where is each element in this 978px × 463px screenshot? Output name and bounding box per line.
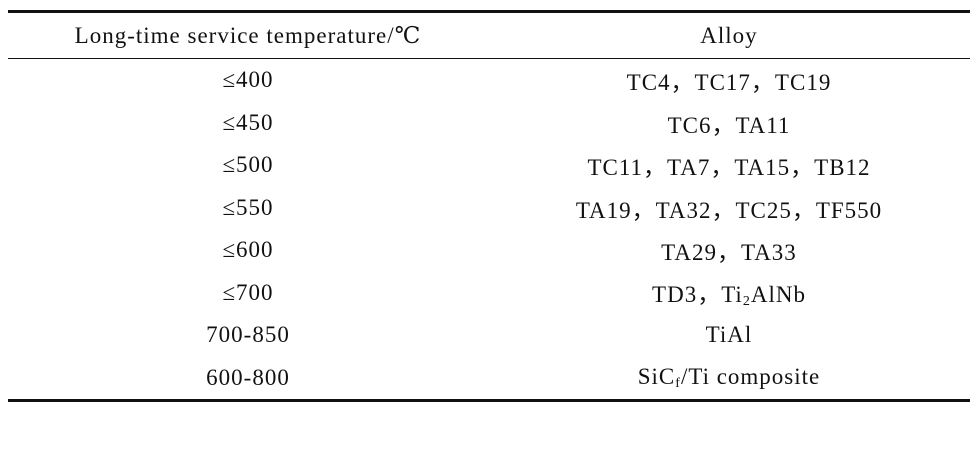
table-row: 700-850 TiAl xyxy=(8,314,970,357)
table-row: 600-800 SiCf/Ti composite xyxy=(8,357,970,401)
table-cell: ≤600 xyxy=(222,237,274,263)
table-container: Long-time service temperature/℃ Alloy ≤4… xyxy=(8,10,970,402)
header-row: Long-time service temperature/℃ Alloy xyxy=(8,11,970,59)
table-row: ≤400 TC4，TC17，TC19 xyxy=(8,59,970,102)
subscript: 2 xyxy=(742,294,751,310)
table-cell: 600-800 xyxy=(206,364,290,390)
table-body: ≤400 TC4，TC17，TC19 ≤450 TC6，TA11 ≤500 TC11，TA… xyxy=(8,59,970,401)
table-row: ≤600 TA29，TA33 xyxy=(8,229,970,272)
subscript: f xyxy=(675,375,681,391)
table-cell: ≤450 xyxy=(222,109,274,135)
table-cell: TC4，TC17，TC19 xyxy=(626,70,832,96)
table-cell: TC11，TA7，TA15，TB12 xyxy=(587,155,871,181)
table-cell: ≤700 xyxy=(222,279,274,305)
table-cell: 700-850 xyxy=(206,322,290,348)
table-cell: TC6，TA11 xyxy=(667,112,791,138)
table-row: ≤450 TC6，TA11 xyxy=(8,102,970,145)
table-row: ≤700 TD3，Ti2AlNb xyxy=(8,272,970,315)
text-run: /Ti composite xyxy=(680,363,821,389)
alloy-table: Long-time service temperature/℃ Alloy ≤4… xyxy=(8,10,970,402)
table-cell: TA19，TA32，TC25，TF550 xyxy=(575,197,883,223)
table-row: ≤500 TC11，TA7，TA15，TB12 xyxy=(8,144,970,187)
header-cell: Alloy xyxy=(700,22,758,48)
text-run: TD3，Ti xyxy=(652,282,743,308)
header-cell: Long-time service temperature/℃ xyxy=(74,22,422,48)
table-cell: TiAl xyxy=(705,322,753,348)
table-cell: TA29，TA33 xyxy=(661,240,797,266)
table-cell: ≤550 xyxy=(222,194,274,220)
table-cell: SiCf/Ti composite xyxy=(488,357,970,401)
table-cell: ≤400 xyxy=(222,67,274,93)
table-row: ≤550 TA19，TA32，TC25，TF550 xyxy=(8,187,970,230)
table-cell: ≤500 xyxy=(222,152,274,178)
table-cell: TD3，Ti2AlNb xyxy=(488,272,970,315)
text-run: SiC xyxy=(637,363,676,389)
table-header: Long-time service temperature/℃ Alloy xyxy=(8,11,970,59)
text-run: AlNb xyxy=(750,282,806,308)
